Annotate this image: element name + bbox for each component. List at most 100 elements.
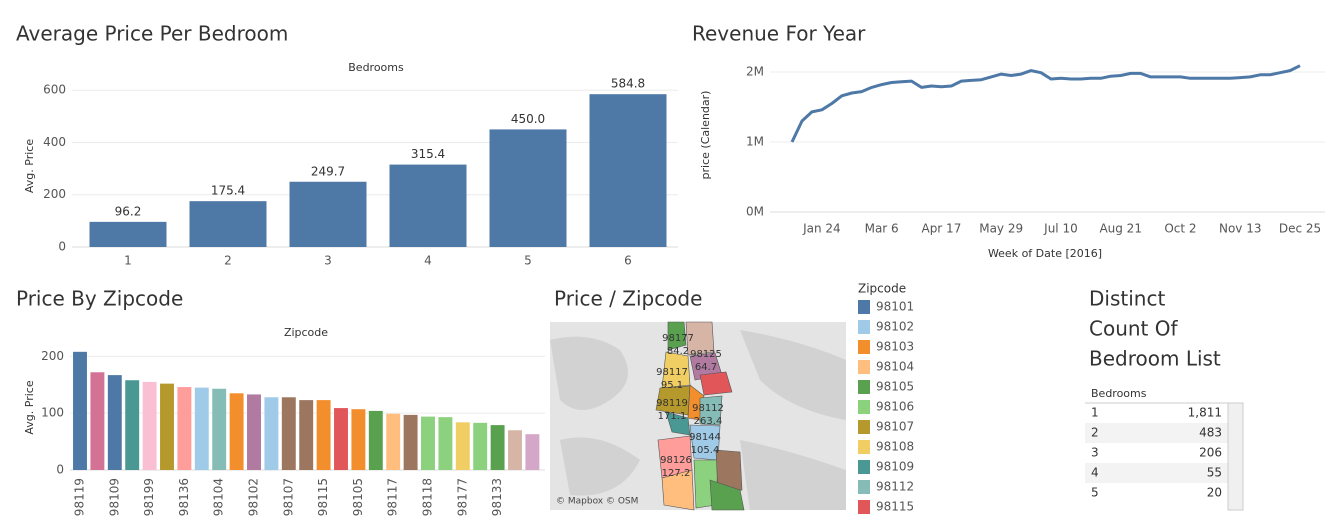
x-tick-label: 2 <box>224 254 232 268</box>
table-row-band <box>1085 423 1228 443</box>
line <box>790 64 1301 143</box>
table-cell: 483 <box>1199 426 1222 440</box>
map-price-label: 84.2 <box>667 346 689 357</box>
bar <box>351 409 366 470</box>
legend-swatch <box>858 320 870 334</box>
x-tick-label: Aug 21 <box>1099 222 1142 236</box>
x-tick-label: Nov 13 <box>1219 222 1262 236</box>
x-tick-label: Mar 6 <box>865 222 899 236</box>
data-label: 175.4 <box>211 184 245 198</box>
bar <box>247 394 261 470</box>
x-tick-label: 4 <box>424 254 432 268</box>
y-tick-label: 400 <box>43 135 66 149</box>
map-price-label: 64.7 <box>695 362 717 373</box>
bar <box>212 388 227 470</box>
x-tick-label: May 29 <box>979 222 1023 236</box>
data-label: 96.2 <box>115 204 142 218</box>
bar <box>73 351 87 470</box>
legend-swatch <box>858 480 870 494</box>
bar <box>386 413 401 470</box>
legend-label: 98104 <box>876 360 914 374</box>
legend-swatch <box>858 440 870 454</box>
y-tick-label: 100 <box>41 406 64 420</box>
map-price-label: 263.4 <box>694 416 723 427</box>
bar <box>281 397 296 470</box>
bar <box>389 164 467 247</box>
y-axis-label: Avg. Price <box>23 380 36 434</box>
data-label: 249.7 <box>311 164 345 178</box>
y-tick-label: 0M <box>746 205 764 219</box>
bar <box>299 400 314 470</box>
bar <box>508 430 522 470</box>
bar <box>316 400 331 470</box>
x-tick-label: 98136 <box>177 478 191 516</box>
table-title: Count Of <box>1089 317 1178 341</box>
bar <box>438 417 453 470</box>
x-tick-label: 3 <box>324 254 332 268</box>
bar <box>177 387 192 470</box>
x-tick-label: 98104 <box>212 478 226 516</box>
data-label: 584.8 <box>611 77 645 91</box>
bar <box>194 387 209 470</box>
zip-region <box>685 321 715 356</box>
zip-region <box>699 371 733 396</box>
map-zip-label: 98177 <box>662 333 694 344</box>
bar <box>589 94 667 247</box>
map-price-label: 171.1 <box>658 411 687 422</box>
x-tick-label: 98117 <box>386 478 400 516</box>
x-tick-label: 5 <box>524 254 532 268</box>
bar <box>289 181 367 247</box>
map-attribution: © Mapbox © OSM <box>556 497 638 507</box>
bar <box>455 422 470 470</box>
y-tick-label: 600 <box>43 83 66 97</box>
map-zip-label: 98117 <box>656 367 688 378</box>
bar <box>525 434 540 470</box>
x-tick-label: 1 <box>124 254 132 268</box>
y-tick-label: 0 <box>56 463 64 477</box>
legend-label: 98102 <box>876 320 914 334</box>
y-axis-label: price (Calendar) <box>699 91 712 180</box>
bar <box>473 422 488 470</box>
x-axis-label: Zipcode <box>284 326 328 339</box>
data-label: 315.4 <box>411 147 445 161</box>
map-zip-label: 98125 <box>690 349 722 360</box>
x-tick-label: 98107 <box>281 478 295 516</box>
x-tick-label: 98199 <box>142 478 156 516</box>
x-tick-label: 98177 <box>455 478 469 516</box>
x-tick-label: Jul 10 <box>1043 222 1078 236</box>
table-cell: 1,811 <box>1188 406 1222 420</box>
map-zip-label: 98126 <box>660 455 692 466</box>
map-zip-label: 98119 <box>656 398 688 409</box>
x-tick-label: 98102 <box>247 478 261 516</box>
zip-region <box>665 411 691 436</box>
bar <box>490 425 505 470</box>
y-tick-label: 200 <box>43 187 66 201</box>
legend-swatch <box>858 360 870 374</box>
bar <box>264 397 279 470</box>
table-header: Bedrooms <box>1091 387 1147 400</box>
table-cell: 5 <box>1091 486 1099 500</box>
x-tick-label: 98119 <box>73 478 87 516</box>
map-land <box>550 330 846 510</box>
legend-label: 98109 <box>876 460 914 474</box>
data-label: 450.0 <box>511 112 545 126</box>
map-zip-label: 98112 <box>692 403 724 414</box>
legend-label: 98107 <box>876 420 914 434</box>
bar <box>368 410 383 470</box>
bar <box>421 416 435 470</box>
legend-label: 98112 <box>876 480 914 494</box>
x-tick-label: Jan 24 <box>802 222 841 236</box>
y-tick-label: 1M <box>746 135 764 149</box>
bar <box>89 221 167 247</box>
bar <box>229 393 244 470</box>
bar <box>403 414 418 470</box>
table-cell: 1 <box>1091 406 1099 420</box>
map-price-label: 127.2 <box>662 468 691 479</box>
legend-swatch <box>858 380 870 394</box>
legend-label: 98108 <box>876 440 914 454</box>
table-cell: 55 <box>1207 466 1222 480</box>
legend-swatch <box>858 400 870 414</box>
legend-label: 98103 <box>876 340 914 354</box>
x-tick-label: Apr 17 <box>921 222 961 236</box>
legend-swatch <box>858 460 870 474</box>
